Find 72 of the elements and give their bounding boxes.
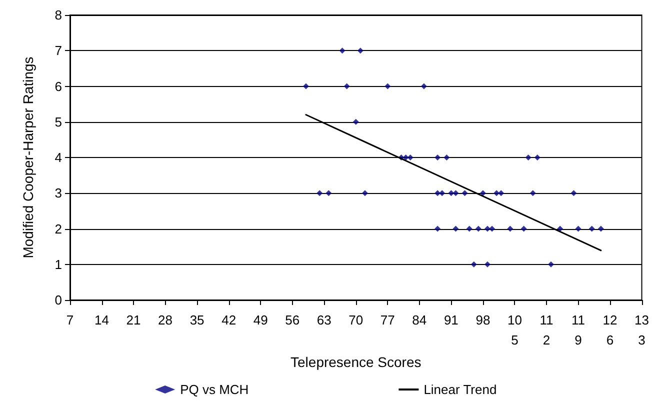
y-axis-title: Modified Cooper-Harper Ratings [20, 56, 36, 258]
x-tick-label: 77 [380, 312, 395, 328]
point [598, 226, 604, 232]
point [316, 190, 323, 196]
point [352, 118, 359, 125]
point [344, 83, 350, 90]
point [548, 261, 554, 268]
x-tick-label: 10 5 [507, 312, 522, 348]
x-tick-label: 42 [222, 312, 236, 328]
x-tick-label: 56 [285, 312, 300, 328]
point [434, 190, 441, 196]
point [384, 83, 391, 90]
x-tick-label: 13 3 [634, 312, 650, 348]
point [402, 154, 409, 160]
x-tick-label: 98 [476, 312, 490, 328]
point [302, 83, 309, 90]
y-tick-label: 3 [54, 186, 62, 201]
point [507, 226, 514, 232]
point [434, 226, 441, 232]
point [489, 226, 496, 232]
y-tick-label: 7 [54, 43, 62, 58]
y-tick-label: 2 [54, 221, 62, 236]
point [444, 154, 450, 160]
x-tick-label: 14 [94, 312, 109, 328]
point [484, 226, 490, 232]
point [534, 154, 540, 160]
y-tick-label: 1 [54, 256, 62, 272]
x-tick-label: 35 [190, 312, 204, 328]
point [452, 190, 459, 196]
y-tick-label: 6 [54, 78, 62, 94]
point [339, 48, 346, 54]
point [484, 261, 490, 268]
x-tick-label: 11 2 [540, 312, 554, 348]
x-tick-label: 91 [444, 312, 458, 328]
point [470, 261, 477, 268]
y-tick-label: 5 [54, 114, 62, 130]
point [448, 190, 454, 196]
point [530, 190, 536, 196]
x-tick-label: 7 [66, 312, 74, 328]
point [462, 190, 468, 196]
point [498, 190, 504, 196]
point [452, 226, 459, 232]
legend-label: Linear Trend [424, 382, 497, 397]
x-axis-title: Telepresence Scores [290, 354, 422, 370]
x-tick-label: 12 6 [602, 312, 618, 348]
point [525, 154, 532, 160]
y-tick-label: 8 [54, 8, 62, 22]
point [439, 190, 446, 196]
point [494, 190, 500, 196]
point [466, 226, 472, 232]
y-tick-label: 4 [54, 150, 62, 165]
x-tick-label: 49 [253, 312, 268, 328]
point [420, 83, 427, 90]
x-tick-label: 84 [412, 312, 427, 328]
point [326, 190, 332, 196]
x-tick-label: 11 9 [571, 312, 585, 348]
point [520, 226, 527, 232]
point [570, 190, 577, 196]
x-tick-label: 70 [348, 312, 364, 328]
y-tick-label: 0 [54, 292, 62, 308]
point [362, 190, 368, 196]
point [407, 154, 414, 160]
point [357, 48, 364, 54]
x-tick-label: 28 [158, 312, 173, 328]
point [575, 226, 582, 232]
point [480, 190, 486, 196]
point [475, 226, 482, 232]
legend-label: PQ vs MCH [180, 382, 249, 397]
point [588, 226, 595, 232]
x-tick-label: 63 [316, 312, 332, 328]
x-tick-label: 21 [126, 312, 141, 328]
point [434, 154, 441, 160]
